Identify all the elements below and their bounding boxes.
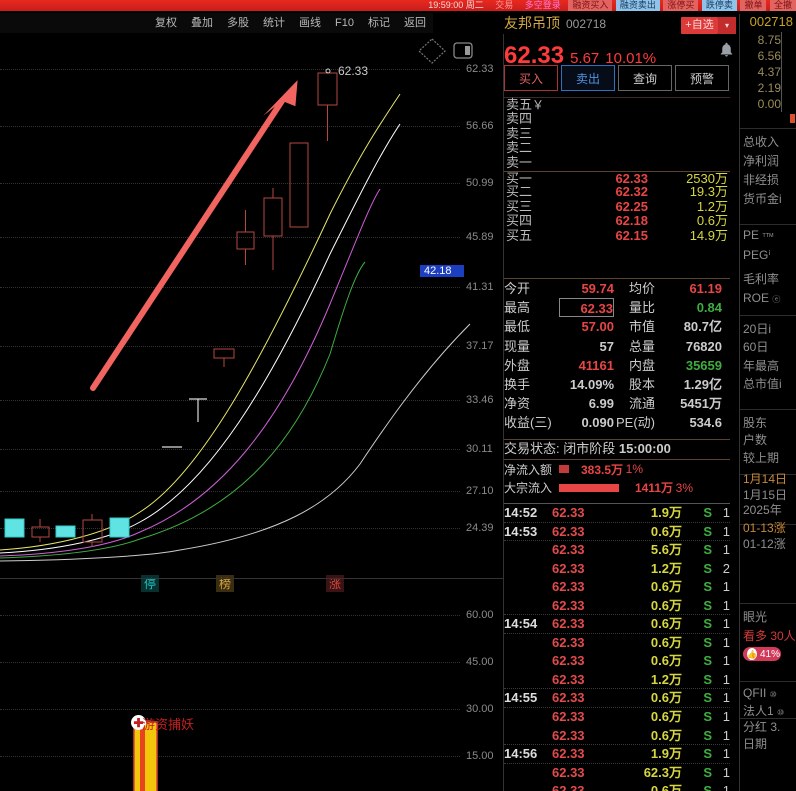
svg-text:62.33: 62.33 — [338, 64, 368, 78]
